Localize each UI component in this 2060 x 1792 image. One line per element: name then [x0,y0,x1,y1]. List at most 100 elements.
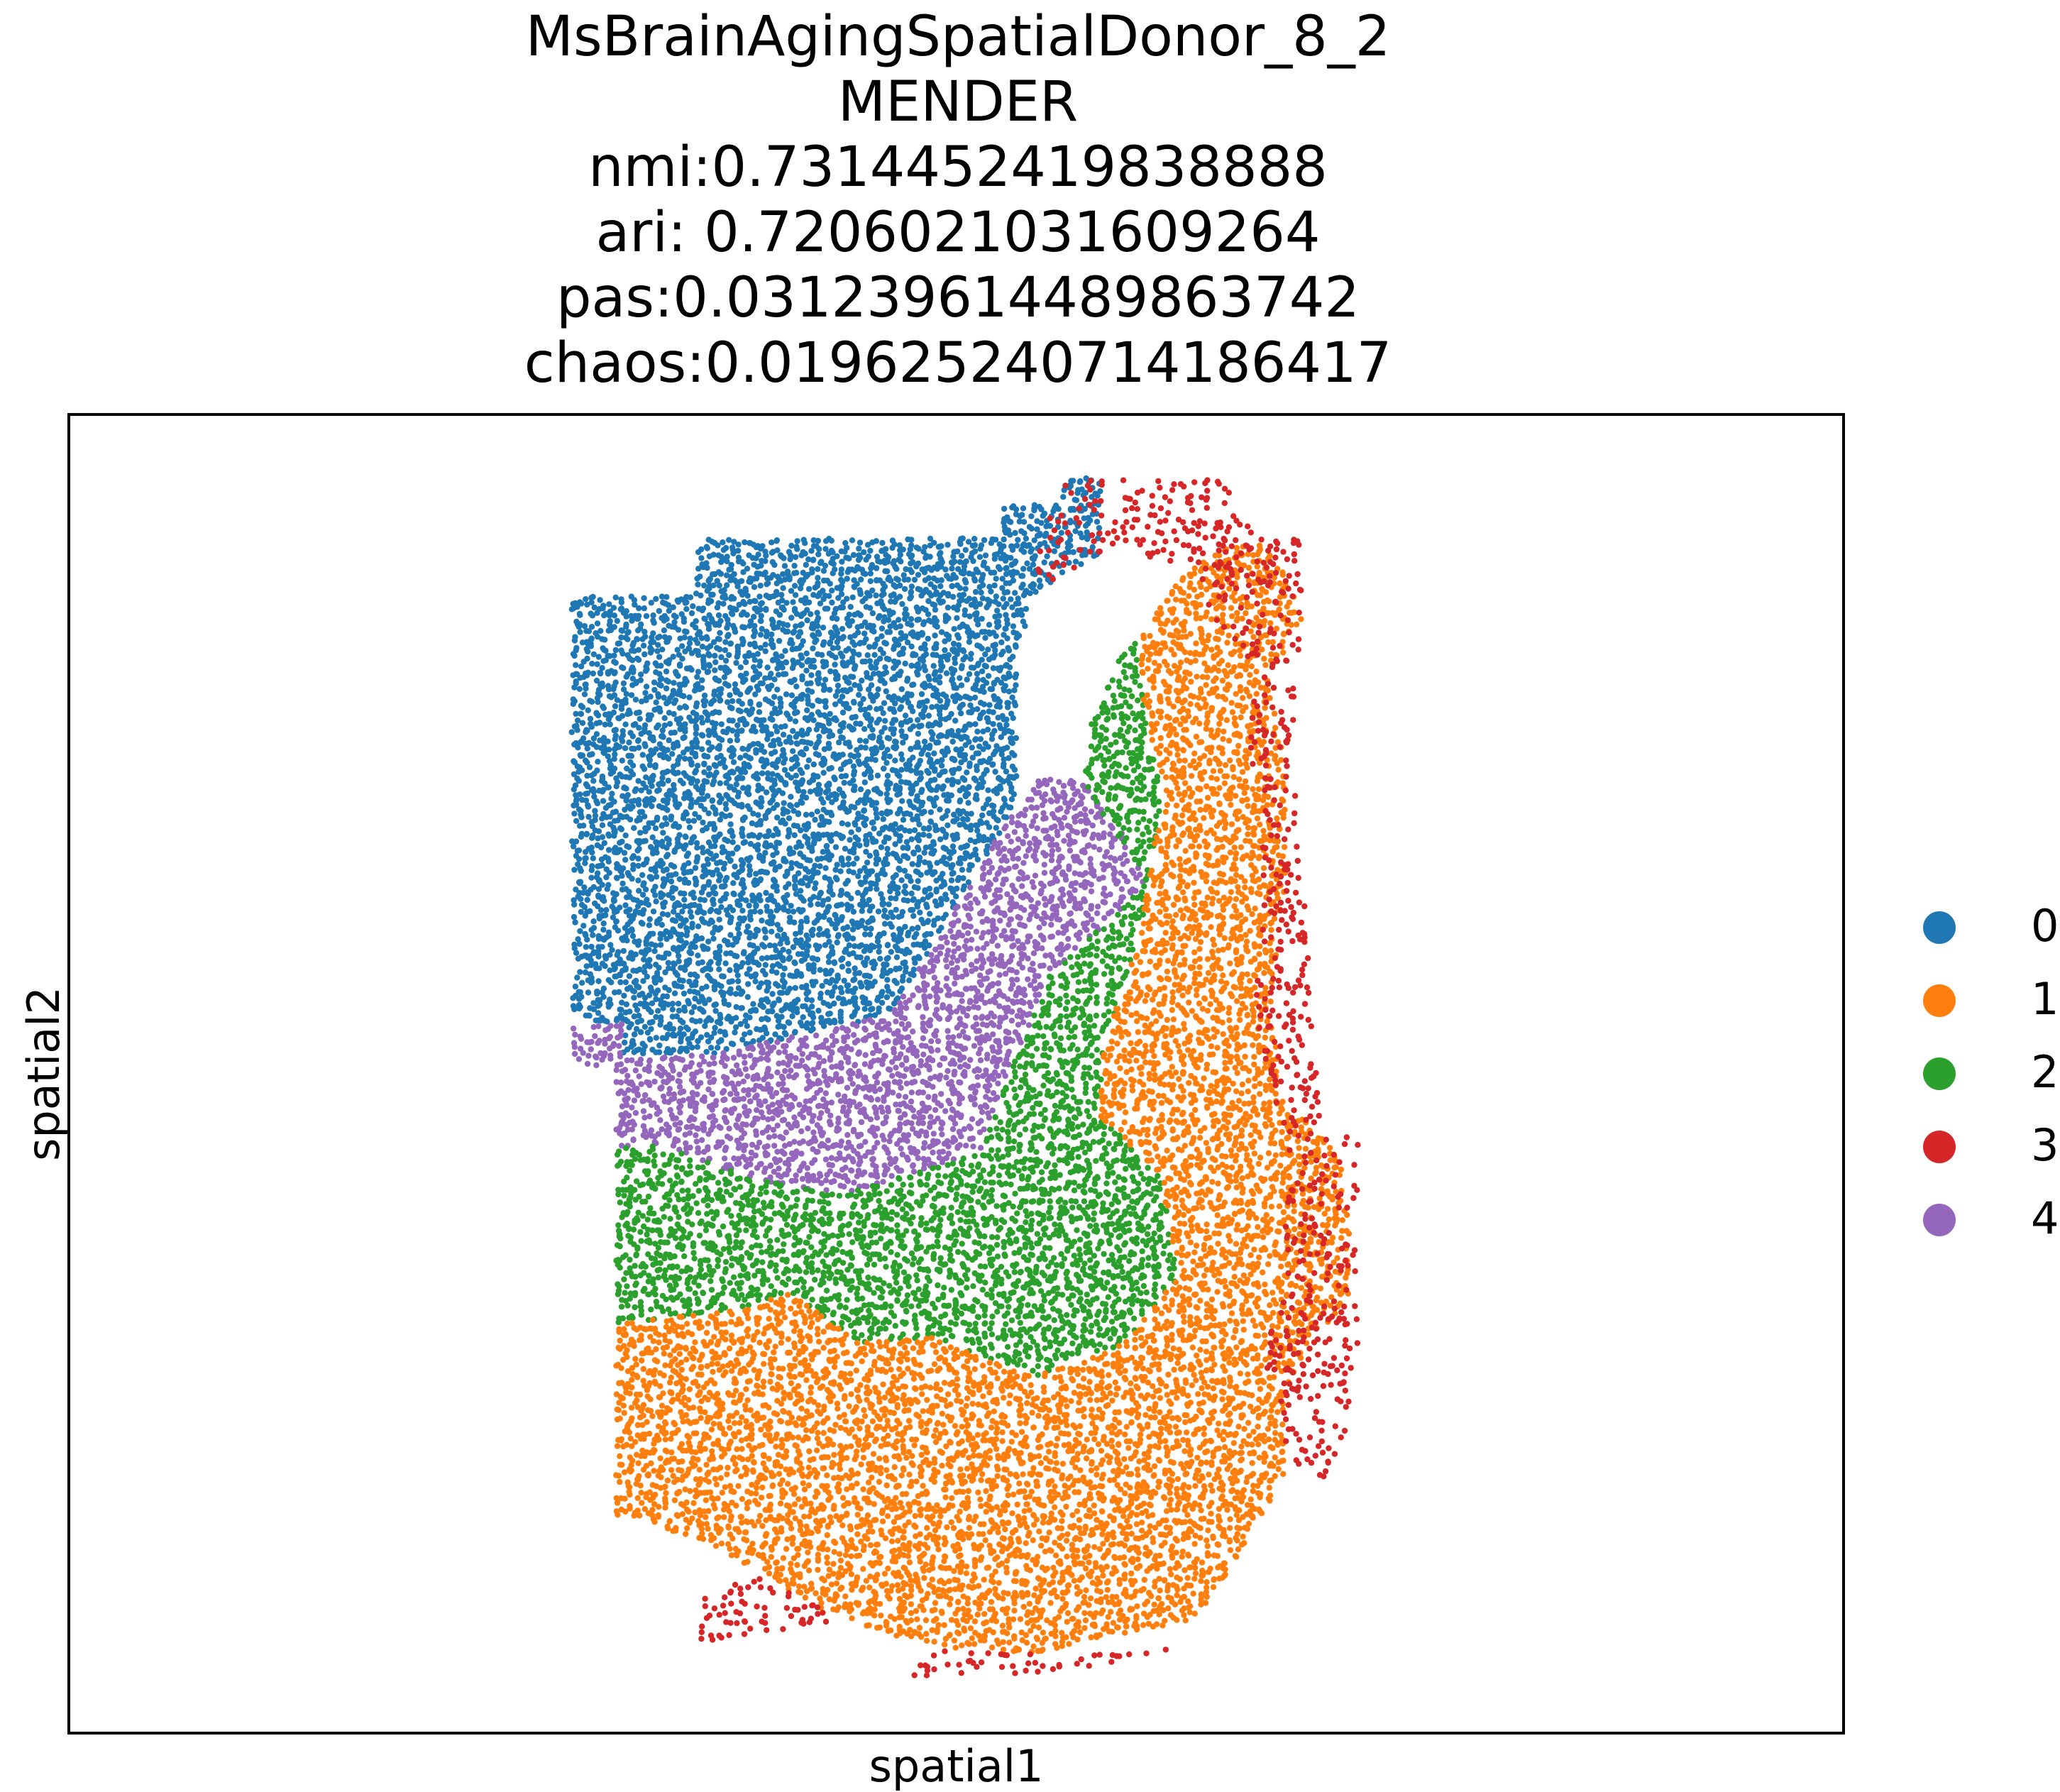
point-cluster-0 [751,633,757,639]
point-cluster-0 [774,547,781,554]
point-cluster-0 [581,691,588,698]
point-cluster-0 [917,776,923,783]
point-cluster-0 [703,872,709,878]
point-cluster-0 [884,747,891,753]
point-cluster-0 [668,624,676,630]
point-cluster-0 [768,742,774,749]
point-cluster-0 [974,662,981,669]
point-cluster-0 [671,849,678,855]
point-cluster-0 [910,754,916,761]
point-cluster-0 [710,781,716,788]
point-cluster-0 [649,803,655,810]
point-cluster-0 [932,768,938,774]
point-cluster-0 [583,831,590,837]
point-cluster-0 [626,774,633,781]
point-cluster-0 [807,788,814,795]
point-cluster-0 [705,626,712,632]
point-cluster-0 [602,721,608,728]
point-cluster-0 [1012,674,1019,681]
point-cluster-0 [1041,539,1048,546]
point-cluster-0 [795,870,802,876]
point-cluster-0 [813,880,819,886]
point-cluster-0 [781,906,788,913]
point-cluster-0 [677,842,684,850]
point-cluster-0 [1040,512,1046,519]
point-cluster-0 [962,733,968,740]
point-cluster-0 [652,868,659,874]
point-cluster-0 [609,791,615,797]
point-cluster-0 [591,771,597,777]
point-cluster-0 [715,622,722,628]
point-cluster-0 [927,891,934,898]
point-cluster-0 [635,862,641,869]
point-cluster-0 [788,615,795,621]
point-cluster-0 [742,659,749,666]
point-cluster-0 [790,908,797,915]
point-cluster-0 [783,659,789,666]
point-cluster-0 [634,847,641,854]
point-cluster-0 [1015,537,1021,543]
point-cluster-0 [665,777,671,784]
point-cluster-0 [642,668,649,674]
point-cluster-0 [724,625,730,631]
point-cluster-0 [574,603,580,610]
point-cluster-0 [1015,600,1022,607]
point-cluster-0 [973,822,979,829]
point-cluster-0 [676,876,683,882]
point-cluster-0 [777,703,784,710]
point-cluster-0 [756,820,762,826]
point-cluster-0 [670,654,676,660]
point-cluster-0 [693,881,699,888]
point-cluster-0 [829,732,836,739]
point-cluster-0 [824,908,831,914]
point-cluster-0 [881,680,888,686]
point-cluster-0 [678,692,685,698]
point-cluster-0 [869,627,876,634]
point-cluster-0 [699,827,706,834]
point-cluster-0 [705,600,712,606]
point-cluster-0 [871,643,878,650]
point-cluster-0 [1036,503,1042,510]
point-cluster-0 [783,691,790,698]
point-cluster-0 [972,588,979,595]
point-cluster-0 [849,926,857,933]
point-cluster-0 [638,730,644,737]
point-cluster-0 [866,908,873,914]
point-cluster-0 [676,936,683,943]
point-cluster-0 [825,953,832,960]
point-cluster-0 [616,640,623,647]
point-cluster-0 [756,709,763,715]
point-cluster-0 [618,627,624,634]
point-cluster-0 [882,560,888,566]
point-cluster-0 [911,884,918,891]
point-cluster-0 [658,682,664,689]
point-cluster-0 [686,949,693,955]
point-cluster-0 [580,889,586,896]
point-cluster-0 [903,606,909,612]
point-cluster-0 [953,685,960,691]
point-cluster-0 [1001,796,1008,803]
point-cluster-0 [715,552,722,559]
point-cluster-0 [729,850,736,857]
point-cluster-0 [942,752,948,758]
point-cluster-0 [804,707,810,713]
point-cluster-0 [1003,625,1009,632]
point-cluster-0 [751,613,757,620]
point-cluster-0 [770,656,776,663]
point-cluster-0 [869,942,875,949]
point-cluster-0 [1008,519,1014,525]
point-cluster-0 [621,850,628,856]
point-cluster-0 [810,955,817,962]
point-cluster-0 [1081,546,1089,554]
point-cluster-0 [881,639,888,646]
point-cluster-0 [757,583,764,589]
point-cluster-0 [699,677,705,683]
point-cluster-0 [681,920,687,926]
point-cluster-0 [891,558,898,564]
point-cluster-0 [795,862,803,869]
point-cluster-0 [815,651,821,657]
point-cluster-0 [912,960,918,966]
point-cluster-0 [707,966,714,972]
point-cluster-0 [612,647,619,654]
point-cluster-0 [578,896,584,902]
